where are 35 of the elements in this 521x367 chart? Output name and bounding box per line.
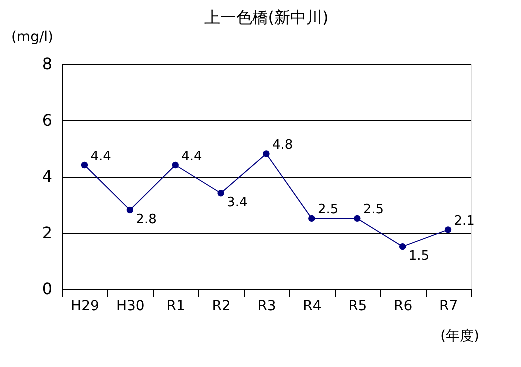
chart-title: 上一色橋(新中川) — [204, 8, 329, 27]
y-tick-label: 4 — [42, 167, 52, 186]
point — [81, 162, 88, 169]
x-tick-label: R4 — [303, 298, 322, 314]
point — [354, 215, 361, 222]
x-tick-label: R3 — [258, 298, 276, 314]
y-axis-title: (mg/l) — [11, 30, 54, 46]
point — [263, 150, 270, 158]
x-tick-label: R6 — [394, 298, 413, 314]
y-tick-label: 0 — [42, 280, 52, 298]
data-label: 2.5 — [318, 202, 339, 218]
x-tick-label: H30 — [116, 298, 145, 314]
data-label: 4.8 — [272, 138, 294, 153]
point — [444, 226, 452, 234]
data-label: 2.1 — [454, 214, 475, 229]
data-label: 4.4 — [182, 149, 202, 164]
y-tick-label: 6 — [42, 110, 52, 130]
point — [218, 190, 224, 197]
x-tick-label: R2 — [212, 298, 231, 314]
x-tick-label: R1 — [166, 298, 186, 314]
x-tick-label: R7 — [439, 298, 458, 314]
y-tick-label: 2 — [42, 223, 52, 242]
x-tick-label: H29 — [71, 298, 100, 314]
point — [399, 243, 406, 250]
data-label: 2.8 — [136, 212, 157, 228]
x-axis-title: (年度) — [440, 328, 480, 344]
data-label: 2.5 — [363, 202, 384, 218]
point — [308, 215, 316, 222]
data-label: 3.4 — [227, 195, 248, 210]
y-tick-label: 8 — [42, 54, 52, 74]
x-tick-label: R5 — [348, 298, 368, 314]
data-label: 4.4 — [90, 149, 112, 164]
point — [126, 206, 134, 214]
point — [172, 162, 179, 169]
data-label: 1.5 — [408, 248, 430, 264]
